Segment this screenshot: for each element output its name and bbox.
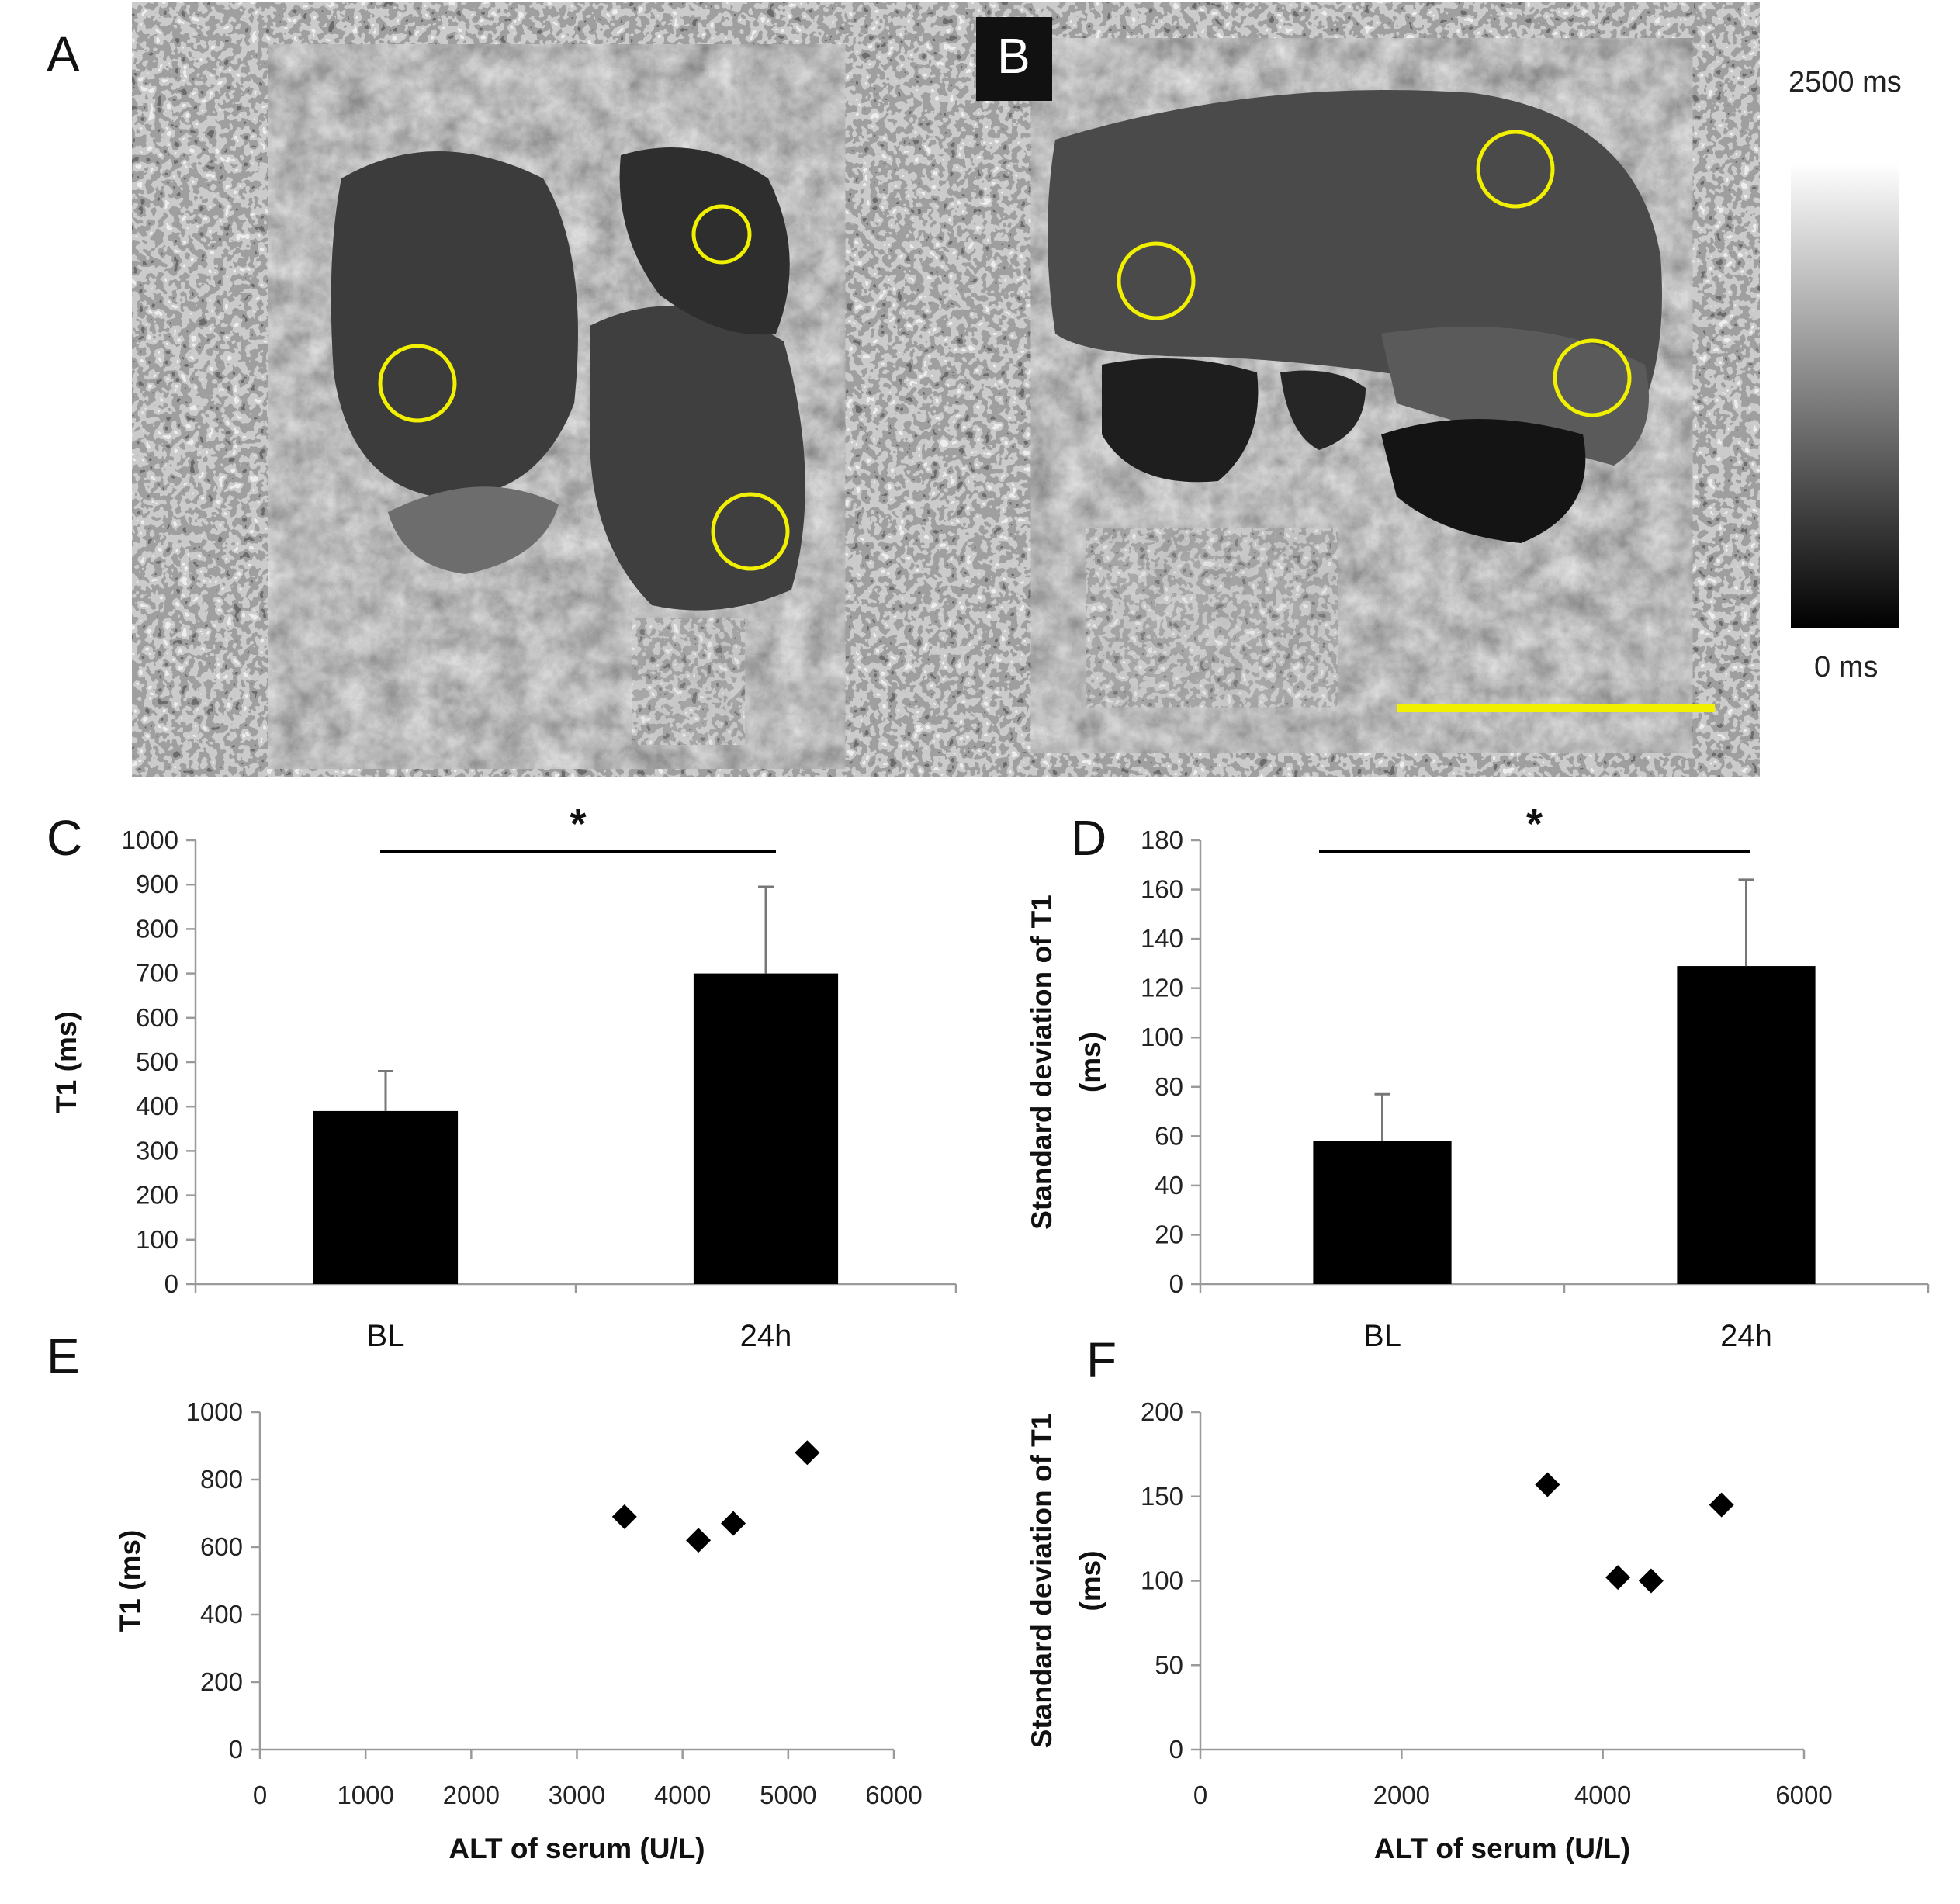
x-tick-label: 6000 bbox=[865, 1781, 922, 1809]
colorbar-max-label: 2500 ms bbox=[1789, 66, 1902, 99]
y-tick-label: 600 bbox=[136, 1003, 178, 1032]
mri-image-b bbox=[877, 2, 1760, 777]
mri-image-a bbox=[132, 2, 877, 777]
x-tick-label: 3000 bbox=[549, 1781, 605, 1809]
panel-letter-b: B bbox=[997, 28, 1030, 84]
panel-letter-e: E bbox=[47, 1328, 80, 1384]
data-point bbox=[611, 1504, 637, 1529]
bar-bl bbox=[1313, 1141, 1452, 1284]
roi-circle bbox=[1553, 338, 1632, 417]
y-tick-label: 120 bbox=[1141, 974, 1183, 1002]
colorbar bbox=[1791, 163, 1899, 628]
y-tick-label: 200 bbox=[1141, 1397, 1183, 1426]
y-tick-label: 800 bbox=[200, 1465, 243, 1494]
data-point bbox=[721, 1511, 746, 1536]
y-tick-label: 20 bbox=[1155, 1220, 1183, 1248]
y-tick-label: 0 bbox=[164, 1269, 178, 1298]
y-tick-label: 100 bbox=[136, 1225, 178, 1254]
x-tick-label: 4000 bbox=[654, 1781, 711, 1809]
y-tick-label: 500 bbox=[136, 1047, 178, 1076]
y-axis-label: T1 (ms) bbox=[114, 1530, 146, 1632]
y-tick-label: 400 bbox=[136, 1092, 178, 1120]
data-point bbox=[1638, 1568, 1664, 1594]
x-tick-label: 5000 bbox=[760, 1781, 816, 1809]
y-tick-label: 150 bbox=[1141, 1482, 1183, 1511]
x-tick-label: 0 bbox=[253, 1781, 267, 1809]
panel-letter-a: A bbox=[47, 26, 80, 82]
y-axis-label-line: Standard deviation of T1 bbox=[1026, 895, 1058, 1230]
x-axis-label: ALT of serum (U/L) bbox=[448, 1833, 705, 1864]
colorbar-min-label: 0 ms bbox=[1814, 651, 1878, 684]
bar-24h bbox=[693, 973, 839, 1284]
panel-letter-c: C bbox=[47, 810, 82, 866]
y-tick-label: 900 bbox=[136, 870, 178, 898]
y-tick-label: 140 bbox=[1141, 924, 1183, 953]
y-tick-label: 700 bbox=[136, 959, 178, 988]
panel-letter-f: F bbox=[1086, 1332, 1117, 1388]
roi-circle bbox=[1117, 241, 1196, 320]
y-tick-label: 200 bbox=[136, 1181, 178, 1210]
x-axis-label: ALT of serum (U/L) bbox=[1374, 1833, 1630, 1864]
y-tick-label: 1000 bbox=[186, 1397, 243, 1426]
bar-24h bbox=[1677, 966, 1816, 1284]
x-tick-label: 0 bbox=[1193, 1781, 1207, 1809]
chart-c: C 0 100 200 300 400 500 600 700 800 900 1000 T1 (ms)… bbox=[47, 801, 957, 1353]
bar-bl bbox=[313, 1110, 459, 1284]
y-axis-label-line: (ms) bbox=[1075, 1550, 1106, 1611]
y-tick-label: 160 bbox=[1141, 875, 1183, 904]
chart-d: D 0 20 40 60 80 100 120 140 160 180 Standard deviat… bbox=[1026, 801, 1930, 1353]
chart-f: F 0 50 100 150 200 Standard deviation of T1 (ms… bbox=[1026, 1332, 1833, 1864]
significance-marker: * bbox=[570, 801, 586, 847]
y-tick-label: 40 bbox=[1155, 1171, 1183, 1200]
y-tick-label: 50 bbox=[1155, 1650, 1183, 1679]
y-tick-label: 200 bbox=[200, 1667, 243, 1696]
data-point bbox=[795, 1440, 820, 1466]
data-point bbox=[686, 1528, 712, 1553]
y-tick-label: 0 bbox=[1169, 1269, 1183, 1298]
category-label: 24h bbox=[1720, 1319, 1772, 1353]
y-tick-label: 0 bbox=[1169, 1735, 1183, 1764]
x-tick-label: 2000 bbox=[1373, 1781, 1430, 1809]
data-point bbox=[1709, 1492, 1734, 1518]
y-tick-label: 300 bbox=[136, 1136, 178, 1165]
significance-marker: * bbox=[1526, 801, 1543, 847]
y-axis-label-line: Standard deviation of T1 bbox=[1026, 1414, 1058, 1749]
roi-circle bbox=[378, 344, 457, 423]
roi-circles bbox=[378, 130, 1632, 571]
y-axis-label: T1 (ms) bbox=[50, 1011, 82, 1113]
roi-circle bbox=[711, 492, 790, 571]
y-tick-label: 400 bbox=[200, 1600, 243, 1629]
y-tick-label: 100 bbox=[1141, 1566, 1183, 1595]
data-point bbox=[1535, 1472, 1560, 1497]
y-tick-label: 60 bbox=[1155, 1121, 1183, 1150]
panel-letter-b-box bbox=[976, 17, 1052, 101]
data-point bbox=[1605, 1565, 1631, 1591]
x-tick-label: 1000 bbox=[337, 1781, 393, 1809]
x-tick-label: 6000 bbox=[1775, 1781, 1832, 1809]
category-label: BL bbox=[1363, 1319, 1401, 1353]
y-tick-label: 600 bbox=[200, 1532, 243, 1561]
roi-circle bbox=[1476, 130, 1555, 209]
y-axis-label-line: (ms) bbox=[1075, 1032, 1106, 1092]
y-tick-label: 100 bbox=[1141, 1023, 1183, 1051]
y-tick-label: 1000 bbox=[122, 826, 178, 854]
y-tick-label: 800 bbox=[136, 914, 178, 943]
category-label: 24h bbox=[740, 1319, 792, 1353]
roi-circle bbox=[691, 204, 752, 265]
x-tick-label: 4000 bbox=[1574, 1781, 1631, 1809]
y-tick-label: 80 bbox=[1155, 1072, 1183, 1101]
panel-letter-d: D bbox=[1071, 810, 1106, 866]
chart-e: E 0 200 400 600 800 1000 T1 (ms) 0 1000 2000 3000 40… bbox=[47, 1328, 923, 1864]
category-label: BL bbox=[367, 1319, 405, 1353]
y-tick-label: 180 bbox=[1141, 826, 1183, 854]
y-tick-label: 0 bbox=[229, 1735, 243, 1764]
x-tick-label: 2000 bbox=[443, 1781, 500, 1809]
